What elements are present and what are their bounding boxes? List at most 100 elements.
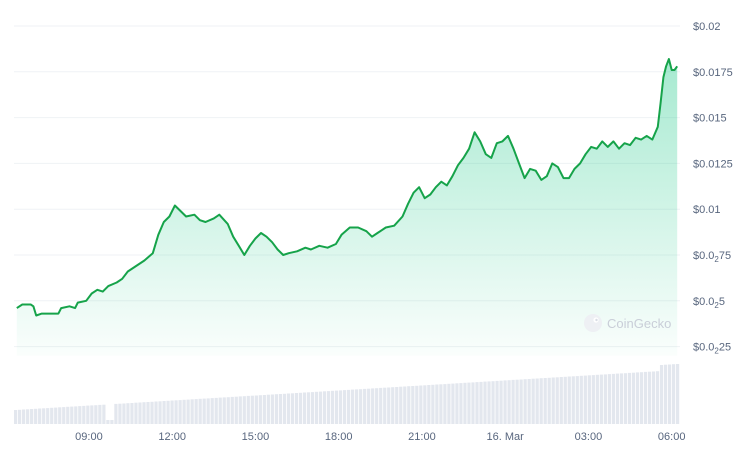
volume-bar <box>218 397 222 424</box>
x-tick-label: 16. Mar <box>487 431 525 443</box>
volume-bar <box>539 378 543 424</box>
volume-bar <box>415 385 419 424</box>
volume-bar <box>635 372 640 424</box>
volume-bar <box>334 390 339 424</box>
volume-bar <box>655 371 660 424</box>
volume-bar <box>523 379 527 424</box>
volume-bar <box>583 375 587 424</box>
volume-bar <box>26 409 30 424</box>
volume-bar <box>491 381 495 424</box>
volume-bars <box>14 364 680 424</box>
volume-bar <box>563 376 567 424</box>
volume-bar <box>118 403 122 424</box>
volume-bar <box>90 405 94 424</box>
volume-bar <box>122 403 126 424</box>
volume-bar <box>114 403 118 424</box>
volume-bar <box>338 390 343 424</box>
volume-bar <box>278 394 283 424</box>
volume-bar <box>86 405 90 424</box>
volume-bar <box>198 398 202 424</box>
volume-bar <box>94 405 98 424</box>
volume-bar <box>555 377 559 424</box>
x-tick-label: 06:00 <box>658 431 686 443</box>
y-tick-label: $0.02 <box>693 21 721 33</box>
volume-bar <box>443 384 447 424</box>
volume-bar <box>387 387 391 424</box>
y-tick-label: $0.0225 <box>693 342 731 356</box>
y-tick-label: $0.025 <box>693 296 725 310</box>
watermark-text: CoinGecko <box>607 316 671 331</box>
volume-bar <box>182 399 186 424</box>
volume-bar <box>663 364 668 424</box>
volume-bar <box>54 407 58 424</box>
volume-bar <box>559 377 563 424</box>
volume-bar <box>322 391 327 424</box>
volume-bar <box>547 377 551 424</box>
volume-bar <box>471 382 475 424</box>
volume-bar <box>519 379 523 424</box>
volume-bar <box>326 391 331 424</box>
volume-bar <box>451 383 455 424</box>
volume-bar <box>98 404 102 424</box>
volume-bar <box>355 389 359 424</box>
y-tick-label: $0.015 <box>693 113 727 125</box>
volume-bar <box>262 395 266 424</box>
volume-bar <box>246 395 250 424</box>
y-tick-label: $0.01 <box>693 204 721 216</box>
volume-bar <box>543 378 547 424</box>
volume-bar <box>78 406 82 424</box>
volume-bar <box>150 401 154 424</box>
volume-bar <box>126 403 130 424</box>
volume-bar <box>595 374 599 424</box>
volume-bar <box>507 380 511 424</box>
volume-bar <box>383 387 387 424</box>
volume-bar <box>551 377 555 424</box>
volume-bar <box>106 420 110 424</box>
volume-bar <box>190 399 194 424</box>
volume-bar <box>186 399 190 424</box>
volume-bar <box>435 384 439 424</box>
volume-bar <box>659 365 664 424</box>
price-area <box>16 59 678 356</box>
volume-bar <box>347 389 351 424</box>
volume-bar <box>419 385 423 424</box>
volume-bar <box>282 393 287 424</box>
volume-bar <box>475 382 479 424</box>
volume-bar <box>174 400 178 424</box>
x-tick-label: 03:00 <box>575 431 603 443</box>
volume-bar <box>671 364 676 424</box>
volume-bar <box>158 401 162 424</box>
volume-bar <box>515 379 519 424</box>
volume-bar <box>431 384 435 424</box>
volume-bar <box>527 379 531 424</box>
volume-bar <box>230 396 234 424</box>
x-tick-label: 15:00 <box>242 431 270 443</box>
volume-bar <box>38 408 42 424</box>
volume-bar <box>226 397 230 424</box>
volume-bar <box>342 390 347 424</box>
volume-bar <box>447 383 451 424</box>
volume-bar <box>363 388 367 424</box>
volume-bar <box>643 371 648 424</box>
volume-bar <box>242 396 246 424</box>
volume-bar <box>499 380 503 424</box>
x-tick-label: 09:00 <box>75 431 103 443</box>
volume-bar <box>42 408 46 424</box>
volume-bar <box>391 387 395 424</box>
price-line <box>16 58 679 317</box>
watermark: CoinGecko <box>584 314 671 332</box>
volume-bar <box>82 405 86 424</box>
volume-bar <box>367 388 371 424</box>
volume-bar <box>142 402 146 424</box>
volume-bar <box>170 400 174 424</box>
volume-bar <box>567 376 571 424</box>
volume-bar <box>210 398 214 424</box>
x-tick-label: 18:00 <box>325 431 353 443</box>
volume-bar <box>258 395 262 424</box>
volume-bar <box>399 386 403 424</box>
volume-bar <box>166 400 170 424</box>
volume-bar <box>647 371 652 424</box>
volume-bar <box>579 375 583 424</box>
volume-bar <box>162 401 166 424</box>
